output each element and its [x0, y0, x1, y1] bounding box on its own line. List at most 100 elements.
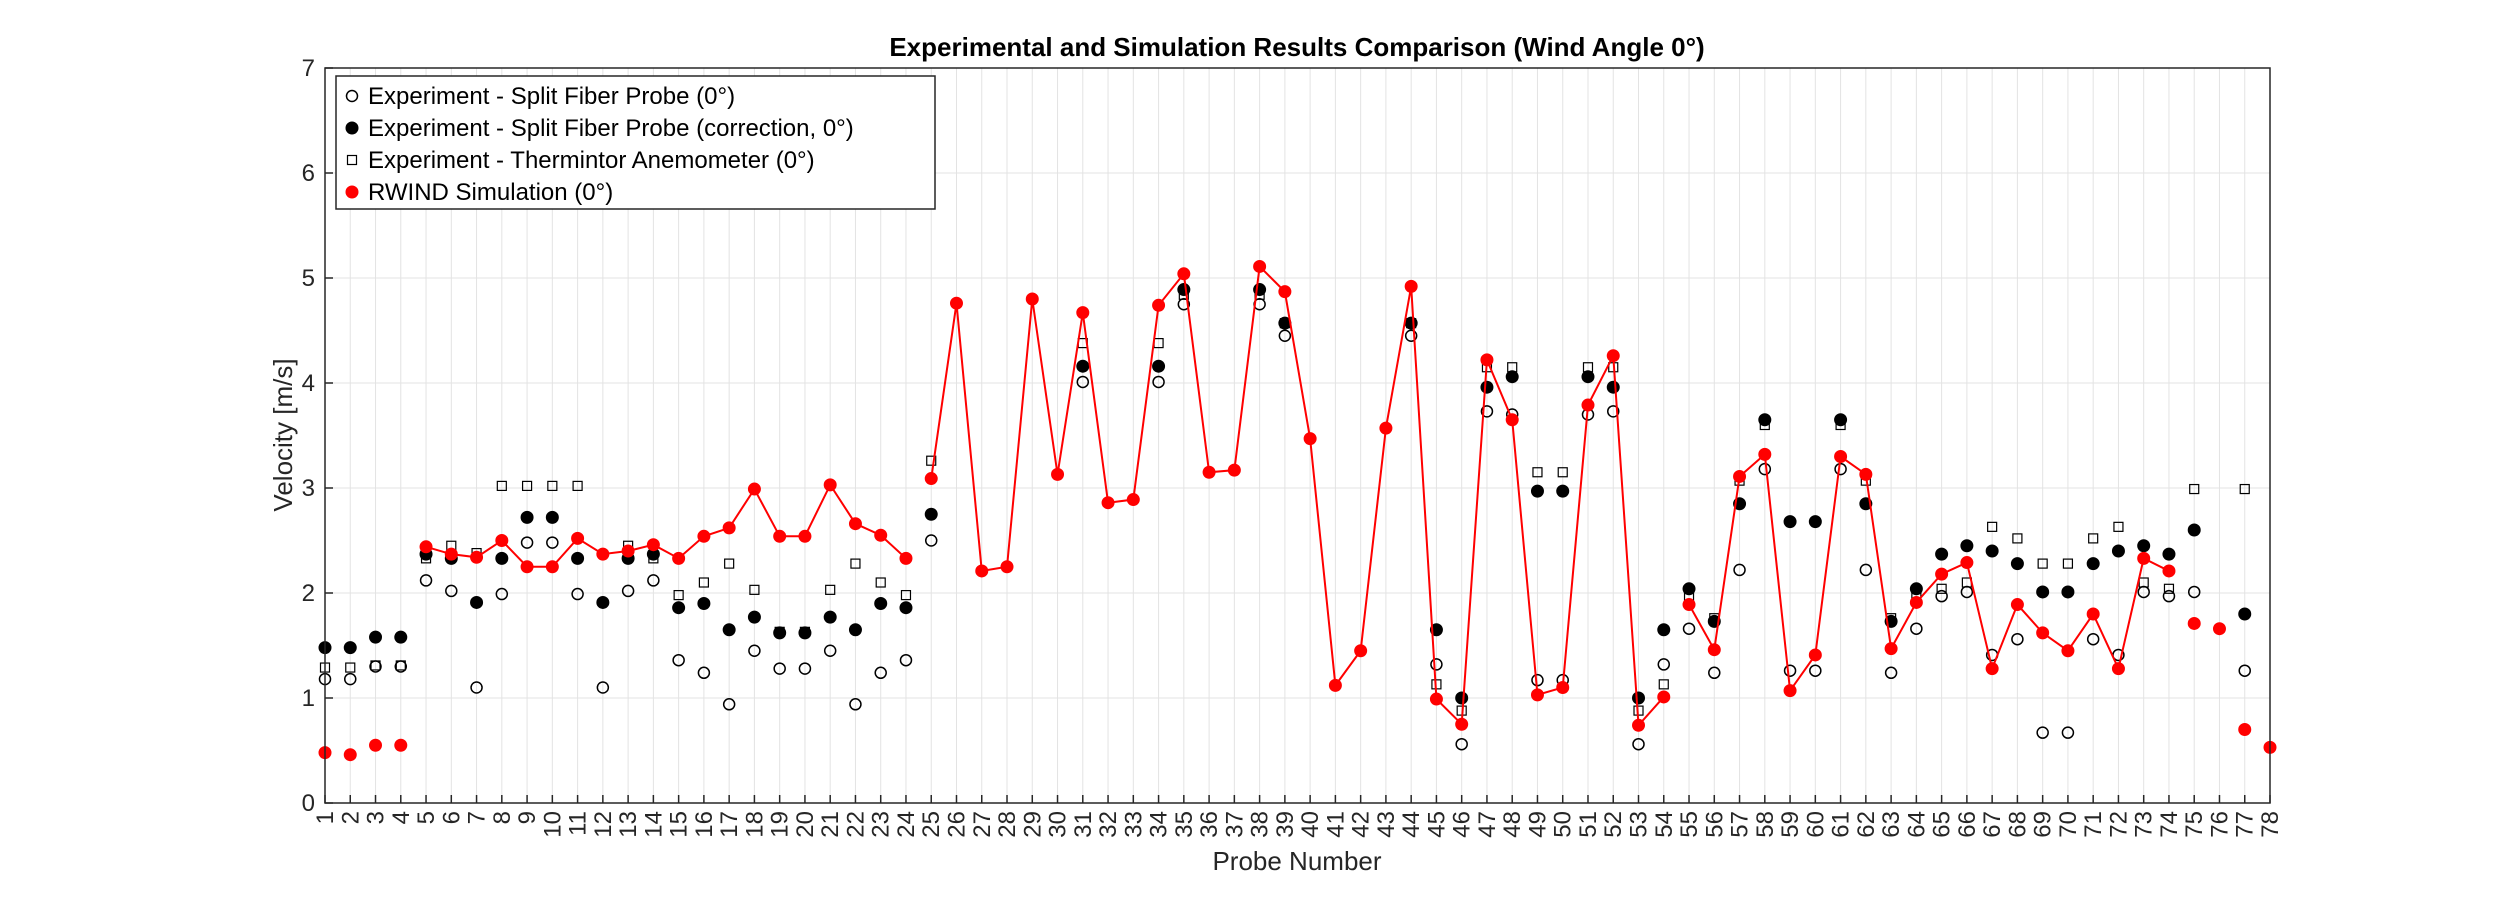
- data-point: [470, 550, 484, 564]
- x-tick-label: 25: [918, 811, 945, 838]
- data-point: [722, 521, 736, 535]
- data-point: [823, 644, 837, 657]
- data-point: [722, 698, 736, 711]
- x-tick-label: 71: [2080, 811, 2107, 838]
- x-tick-label: 61: [1828, 811, 1855, 838]
- legend-marker: [345, 185, 359, 199]
- x-tick-label: 53: [1626, 811, 1653, 838]
- data-point: [1581, 370, 1595, 384]
- data-point: [394, 630, 408, 644]
- data-point: [1000, 560, 1014, 574]
- data-point: [1076, 359, 1090, 373]
- data-point: [545, 560, 559, 574]
- data-point: [2187, 616, 2201, 630]
- data-point: [2036, 626, 2050, 640]
- data-point: [1682, 582, 1696, 596]
- data-point: [1530, 484, 1544, 498]
- data-point: [1657, 658, 1671, 671]
- y-tick-label: 0: [302, 790, 315, 817]
- data-point: [924, 472, 938, 486]
- data-point: [697, 597, 711, 610]
- x-tick-label: 62: [1853, 811, 1880, 838]
- data-point: [748, 644, 761, 657]
- data-point: [924, 534, 938, 547]
- data-point: [1556, 484, 1570, 498]
- data-point: [419, 540, 433, 554]
- data-point: [369, 660, 382, 673]
- x-tick-label: 34: [1146, 811, 1173, 838]
- data-point: [1808, 648, 1822, 662]
- x-tick-label: 77: [2232, 811, 2259, 838]
- x-tick-label: 68: [2004, 811, 2031, 838]
- data-point: [1632, 691, 1646, 705]
- x-tick-label: 58: [1752, 811, 1779, 838]
- data-point: [1884, 666, 1898, 680]
- legend-marker: [345, 121, 359, 135]
- x-tick-label: 2: [337, 811, 364, 824]
- data-point: [621, 544, 635, 558]
- data-point: [1987, 521, 1998, 532]
- data-point: [646, 538, 660, 552]
- data-point: [1658, 679, 1669, 690]
- data-point: [2239, 483, 2250, 495]
- data-point: [1404, 316, 1418, 330]
- data-point: [949, 296, 963, 310]
- x-tick-label: 76: [2206, 811, 2233, 838]
- data-point: [1632, 718, 1646, 732]
- data-point: [849, 698, 862, 711]
- data-point: [926, 455, 937, 466]
- data-point: [2012, 533, 2023, 544]
- y-tick-label: 2: [302, 580, 315, 607]
- data-point: [1177, 298, 1191, 311]
- x-tick-label: 27: [969, 811, 996, 838]
- data-point: [1859, 467, 1873, 481]
- y-axis-title: Velocity [m/s]: [268, 358, 298, 511]
- data-point: [1657, 690, 1671, 704]
- data-point: [2036, 726, 2049, 739]
- data-point: [1707, 643, 1721, 657]
- x-tick-label: 40: [1297, 811, 1324, 838]
- data-point: [773, 662, 786, 675]
- series-0: [318, 298, 2251, 751]
- legend-marker: [346, 154, 358, 166]
- data-point: [1253, 259, 1267, 273]
- data-point: [2061, 726, 2075, 739]
- data-point: [345, 662, 356, 673]
- data-point: [1985, 544, 1999, 558]
- data-point: [1227, 463, 1241, 477]
- data-point: [1960, 585, 1974, 599]
- data-point: [2086, 557, 2100, 571]
- x-axis-title: Probe Number: [1212, 846, 1381, 876]
- x-tick-label: 5: [413, 811, 440, 824]
- data-point: [495, 534, 509, 547]
- data-point: [874, 528, 888, 542]
- data-point: [2212, 622, 2226, 636]
- data-point: [1303, 432, 1317, 446]
- data-point: [1936, 583, 1947, 594]
- data-point: [1455, 717, 1469, 731]
- x-tick-label: 23: [868, 811, 895, 838]
- x-tick-label: 21: [817, 811, 844, 838]
- data-point: [2111, 544, 2125, 558]
- data-point: [900, 589, 912, 601]
- data-point: [545, 510, 559, 524]
- data-point: [1909, 582, 1923, 596]
- data-point: [419, 574, 433, 587]
- x-tick-label: 35: [1171, 811, 1198, 838]
- data-point: [1532, 467, 1543, 478]
- data-point: [496, 480, 507, 491]
- data-point: [2137, 585, 2150, 599]
- legend-entry: Experiment - Thermintor Anemometer (0°): [368, 147, 815, 174]
- x-tick-label: 65: [1929, 811, 1956, 838]
- legend-entry: RWIND Simulation (0°): [368, 179, 613, 206]
- data-point: [1076, 306, 1090, 320]
- data-point: [495, 551, 509, 565]
- legend-box: [335, 75, 936, 210]
- x-tick-label: 54: [1651, 811, 1678, 838]
- x-tick-label: 66: [1954, 811, 1981, 838]
- data-point: [1834, 413, 1848, 427]
- data-point: [1379, 421, 1393, 435]
- data-point: [1202, 465, 1216, 479]
- data-point: [747, 610, 761, 624]
- data-point: [596, 681, 610, 694]
